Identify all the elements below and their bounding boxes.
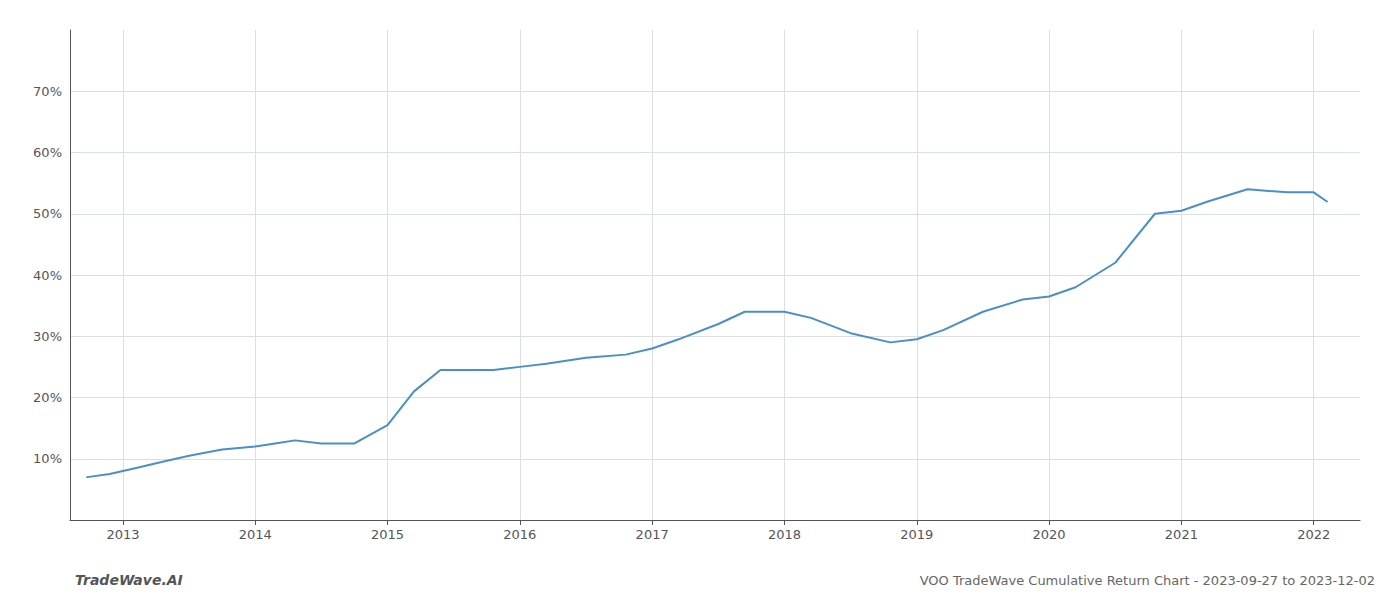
svg-text:2020: 2020 [1033,527,1066,542]
svg-text:2017: 2017 [636,527,669,542]
svg-text:60%: 60% [33,145,62,160]
svg-text:2018: 2018 [768,527,801,542]
svg-text:2021: 2021 [1165,527,1198,542]
svg-text:50%: 50% [33,206,62,221]
svg-text:10%: 10% [33,451,62,466]
svg-text:20%: 20% [33,390,62,405]
svg-text:2016: 2016 [503,527,536,542]
svg-text:2014: 2014 [239,527,272,542]
svg-text:2022: 2022 [1297,527,1330,542]
svg-text:2015: 2015 [371,527,404,542]
svg-text:TradeWave.AI: TradeWave.AI [75,572,183,588]
svg-text:2013: 2013 [106,527,139,542]
svg-text:VOO TradeWave Cumulative Retur: VOO TradeWave Cumulative Return Chart - … [920,573,1375,588]
svg-text:30%: 30% [33,329,62,344]
svg-text:70%: 70% [33,84,62,99]
svg-text:2019: 2019 [900,527,933,542]
svg-text:40%: 40% [33,268,62,283]
